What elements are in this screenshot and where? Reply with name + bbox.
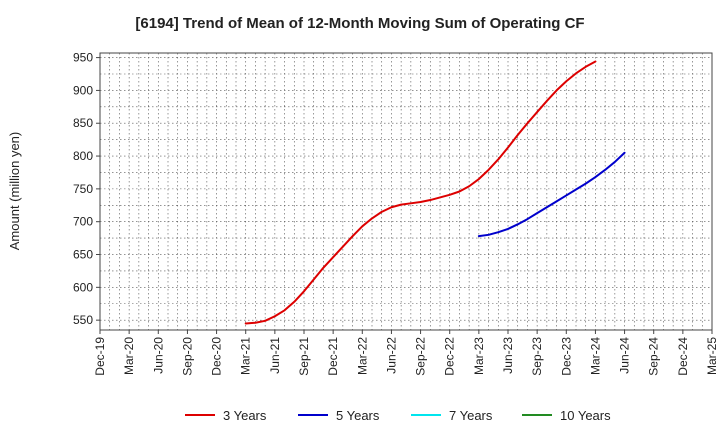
- legend-label: 7 Years: [449, 408, 493, 423]
- series-group: [244, 60, 626, 325]
- y-tick-label: 950: [73, 51, 93, 65]
- x-tick-label: Dec-24: [676, 337, 690, 376]
- legend: 3 Years 5 Years 7 Years 10 Years: [185, 408, 611, 423]
- y-tick-label: 850: [73, 116, 93, 130]
- x-tick-label: Jun-21: [268, 337, 282, 374]
- y-tick-label: 800: [73, 149, 93, 163]
- chart-title: [6194] Trend of Mean of 12-Month Moving …: [135, 15, 584, 32]
- x-tick-label: Dec-21: [326, 337, 340, 376]
- y-tick-label: 700: [73, 215, 93, 229]
- x-tick-label: Sep-21: [297, 337, 311, 376]
- y-tick-label: 750: [73, 182, 93, 196]
- y-tick-label: 600: [73, 280, 93, 294]
- x-tick-label: Sep-24: [647, 337, 661, 376]
- legend-label: 5 Years: [336, 408, 380, 423]
- x-tick-label: Mar-21: [239, 337, 253, 375]
- x-tick-label: Jun-24: [618, 337, 632, 374]
- x-tick-label: Mar-20: [122, 337, 136, 375]
- plot-frame: [99, 52, 713, 331]
- x-tick-label: Jun-20: [151, 337, 165, 374]
- legend-label: 10 Years: [560, 408, 611, 423]
- x-tick-label: Sep-20: [180, 337, 194, 376]
- x-tick-label: Jun-23: [501, 337, 515, 374]
- legend-label: 3 Years: [223, 408, 267, 423]
- x-tick-label: Mar-23: [472, 337, 486, 375]
- x-tick-label: Mar-24: [588, 337, 602, 375]
- x-tick-label: Sep-22: [414, 337, 428, 376]
- x-tick-label: Jun-22: [384, 337, 398, 374]
- y-tick-label: 900: [73, 83, 93, 97]
- x-axis-ticks: Dec-19 Mar-20 Jun-20 Sep-20 Dec-20 Mar-21 Jun-…: [93, 330, 719, 376]
- y-tick-label: 550: [73, 313, 93, 327]
- x-tick-label: Dec-22: [443, 337, 457, 376]
- series-line-3-years: [244, 60, 597, 325]
- series-line-5-years: [477, 151, 626, 238]
- y-axis-label: Amount (million yen): [7, 132, 22, 251]
- x-tick-label: Dec-23: [559, 337, 573, 376]
- x-tick-label: Dec-19: [93, 337, 107, 376]
- grid: [100, 53, 712, 330]
- y-tick-label: 650: [73, 248, 93, 262]
- x-tick-label: Dec-20: [210, 337, 224, 376]
- x-tick-label: Mar-22: [355, 337, 369, 375]
- x-tick-label: Sep-23: [530, 337, 544, 376]
- x-tick-label: Mar-25: [705, 337, 719, 375]
- y-axis-ticks: 550 600 650 700 750 800 850 900 950: [73, 51, 100, 327]
